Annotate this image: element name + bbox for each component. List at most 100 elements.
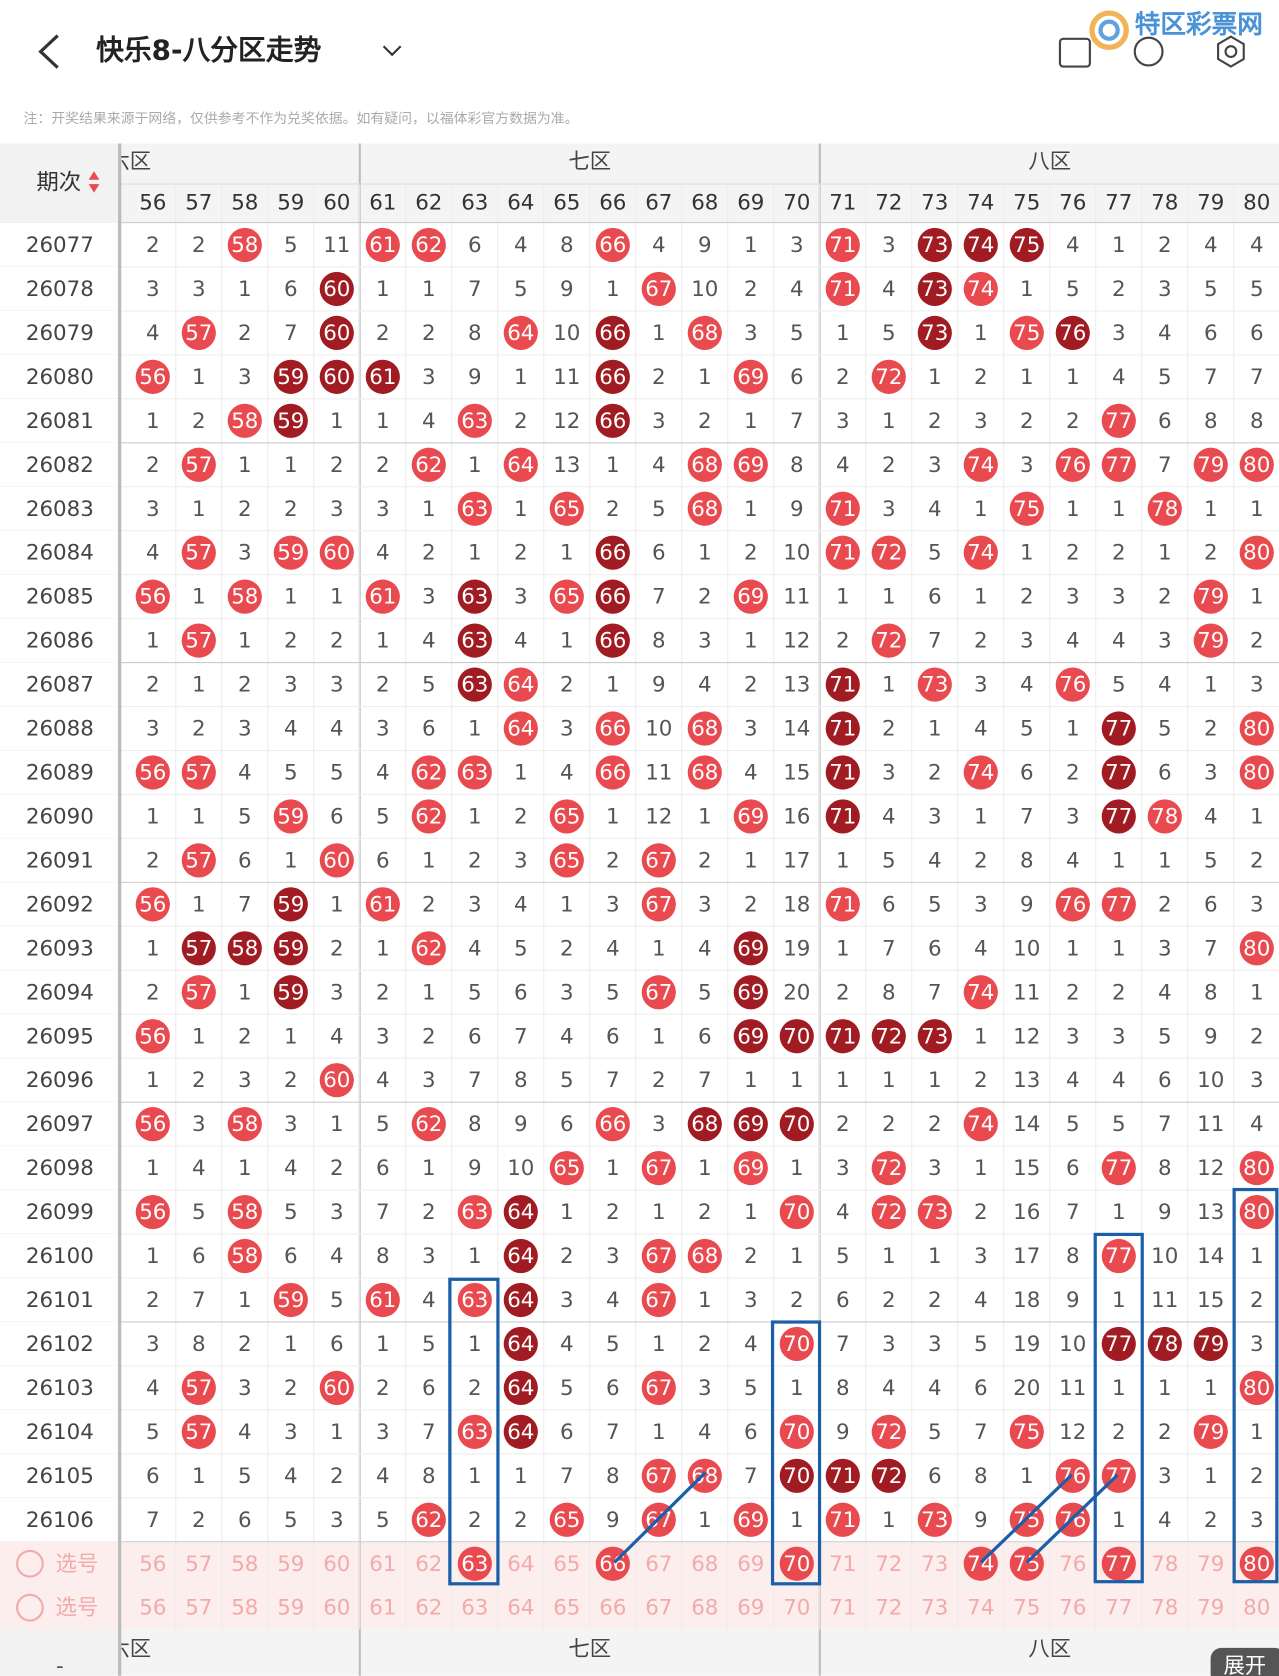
miss-count: 1 — [1020, 365, 1034, 390]
hit-ball-label: 59 — [277, 980, 304, 1005]
miss-count: 2 — [146, 1288, 160, 1313]
hit-ball — [825, 271, 860, 307]
period-cell — [0, 750, 118, 795]
select-number: 78 — [1151, 1596, 1178, 1621]
hit-ball-label: 60 — [323, 1376, 350, 1401]
miss-count: 2 — [422, 892, 436, 917]
miss-count: 18 — [1013, 1288, 1040, 1313]
hit-ball-label: 63 — [461, 1420, 488, 1445]
miss-count: 5 — [1112, 1112, 1126, 1137]
period: 26091 — [26, 848, 94, 873]
miss-count: 1 — [468, 453, 482, 478]
miss-count: 13 — [553, 453, 580, 478]
select-number: 62 — [415, 1596, 442, 1621]
settings-icon[interactable] — [1217, 35, 1245, 68]
miss-count: 2 — [146, 453, 160, 478]
miss-count: 1 — [790, 1508, 804, 1533]
miss-count: 3 — [652, 1112, 666, 1137]
header-band — [0, 143, 1279, 223]
miss-count: 12 — [783, 629, 810, 654]
select-number: 56 — [139, 1552, 166, 1577]
select-number: 70 — [783, 1596, 810, 1621]
period-cell — [0, 1497, 118, 1542]
miss-count: 2 — [974, 629, 988, 654]
refresh-icon[interactable] — [1133, 36, 1164, 67]
miss-count: 11 — [323, 233, 350, 258]
miss-count: 5 — [744, 1376, 758, 1401]
hit-ball-label: 71 — [829, 761, 856, 786]
select-radio[interactable] — [16, 1593, 44, 1622]
layout-icon[interactable] — [1058, 37, 1091, 68]
column-number: 61 — [369, 190, 396, 215]
miss-count: 1 — [882, 1244, 896, 1269]
select-number: 73 — [921, 1596, 948, 1621]
miss-count: 2 — [1250, 1464, 1264, 1489]
period-cell — [0, 926, 118, 971]
select-band — [0, 1541, 1279, 1630]
back-button[interactable] — [38, 34, 59, 69]
miss-count: 10 — [1151, 1244, 1178, 1269]
miss-count: 3 — [1158, 936, 1172, 961]
miss-count: 1 — [376, 629, 390, 654]
period-cell — [0, 486, 118, 531]
miss-count: 2 — [146, 848, 160, 873]
hit-ball-label: 60 — [323, 321, 350, 346]
hit-ball-label: 73 — [921, 1508, 948, 1533]
miss-count: 2 — [1158, 1420, 1172, 1445]
miss-count: 1 — [192, 673, 206, 698]
select-radio[interactable] — [16, 1549, 44, 1578]
miss-count: 3 — [330, 497, 344, 522]
hit-ball — [641, 975, 676, 1010]
expand-label[interactable]: 展开 — [1223, 1654, 1266, 1676]
miss-count: 5 — [238, 1464, 252, 1489]
hit-ball-label: 71 — [829, 233, 856, 258]
hit-ball — [1147, 1326, 1182, 1362]
period-cell — [0, 1058, 118, 1103]
miss-count: 12 — [645, 805, 672, 830]
miss-count: 5 — [836, 1244, 850, 1269]
miss-count: 3 — [422, 1244, 436, 1269]
hit-ball-label: 79 — [1197, 1420, 1224, 1445]
page-title[interactable]: 快乐8-八分区走势 — [96, 34, 321, 67]
miss-count: 4 — [1066, 629, 1080, 654]
miss-count: 4 — [1250, 1112, 1264, 1137]
hit-ball — [365, 359, 400, 394]
select-number: 73 — [921, 1552, 948, 1577]
hit-ball-label: 77 — [1105, 1244, 1132, 1269]
hit-ball — [963, 271, 998, 307]
expand-button[interactable] — [1210, 1647, 1279, 1676]
sort-icon[interactable] — [88, 171, 100, 193]
miss-count: 1 — [238, 980, 252, 1005]
hit-ball — [273, 403, 308, 438]
miss-count: 4 — [330, 717, 344, 742]
hit-ball — [503, 1414, 538, 1449]
miss-count: 2 — [238, 1024, 252, 1049]
hit-ball — [733, 975, 768, 1010]
dropdown-icon[interactable] — [382, 45, 402, 57]
hit-ball — [319, 271, 354, 307]
miss-count: 4 — [514, 892, 528, 917]
miss-count: 1 — [1066, 497, 1080, 522]
miss-count: 1 — [744, 629, 758, 654]
miss-count: 2 — [422, 1024, 436, 1049]
period-cell — [0, 1277, 118, 1322]
select-number: 65 — [553, 1596, 580, 1621]
miss-count: 1 — [422, 848, 436, 873]
hit-ball-label: 64 — [507, 1376, 534, 1401]
hit-ball — [1055, 447, 1090, 482]
miss-count: 9 — [974, 1508, 988, 1533]
miss-count: 3 — [330, 980, 344, 1005]
miss-count: 2 — [836, 629, 850, 654]
hit-ball — [733, 1107, 768, 1142]
hit-ball-label: 60 — [323, 365, 350, 390]
miss-count: 5 — [652, 497, 666, 522]
hit-ball-label: 77 — [1105, 761, 1132, 786]
trend-line — [613, 1471, 707, 1564]
miss-count: 5 — [330, 1288, 344, 1313]
miss-count: 8 — [1066, 1244, 1080, 1269]
miss-count: 4 — [974, 717, 988, 742]
hit-ball-label: 64 — [507, 1200, 534, 1225]
miss-count: 2 — [790, 1288, 804, 1313]
miss-count: 3 — [928, 805, 942, 830]
hit-ball-label: 56 — [139, 1200, 166, 1225]
